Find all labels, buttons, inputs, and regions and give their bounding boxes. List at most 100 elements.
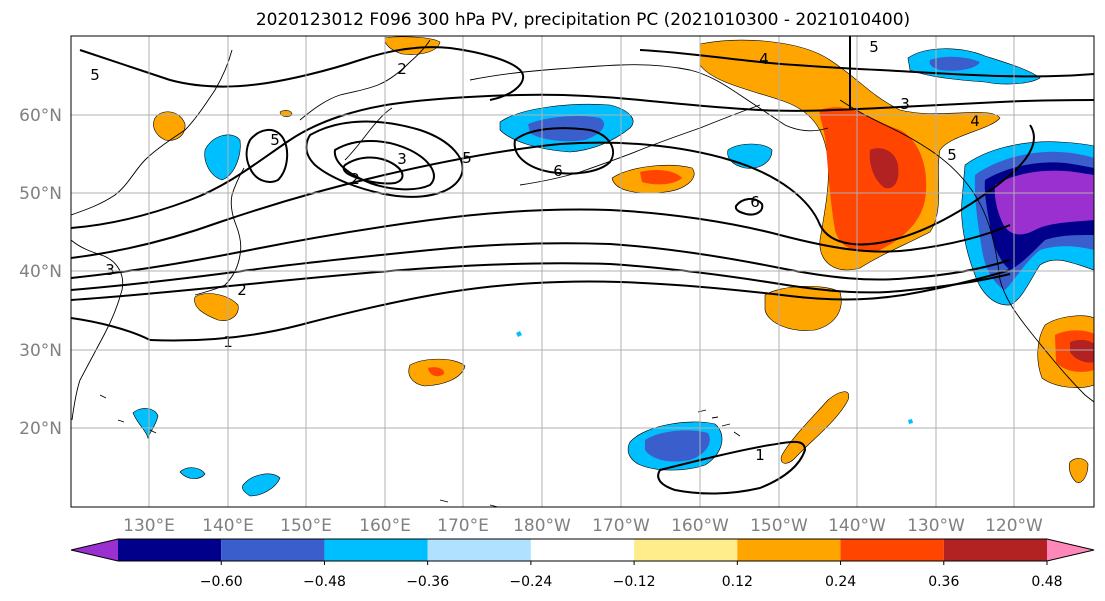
colorbar-segment	[324, 539, 428, 561]
precip-negative-core	[645, 430, 710, 462]
contour-label: 3	[397, 150, 407, 168]
colorbar-ticks: −0.60 −0.48 −0.36 −0.24 −0.12 0.12 0.24 0.36 0.4…	[200, 561, 1063, 590]
precip-positive-region	[153, 111, 186, 141]
contour-label: 5	[947, 146, 957, 164]
coastline-north-america	[839, 99, 1094, 403]
lon-label: 150°E	[280, 516, 332, 536]
pv-contour	[71, 242, 1011, 291]
coastline-kamchatka	[299, 39, 431, 161]
lat-label: 50°N	[19, 184, 62, 204]
precip-positive-region	[1068, 458, 1089, 483]
precip-positive-max	[1070, 339, 1094, 363]
precip-negative-core	[929, 56, 980, 71]
colorbar-segment	[71, 539, 118, 561]
lat-label: 20°N	[19, 419, 62, 439]
lon-label: 130°W	[907, 516, 965, 536]
colorbar-tick-label: −0.12	[613, 574, 656, 590]
colorbar-segment	[737, 539, 841, 561]
colorbar-segment	[530, 539, 635, 561]
lon-label: 170°W	[592, 516, 650, 536]
contour-label: 3	[900, 95, 910, 113]
coastline-hawaii	[697, 409, 741, 437]
pv-contours	[71, 36, 1094, 495]
pv-contour	[734, 198, 764, 216]
contour-label: 5	[90, 66, 100, 84]
pv-contour	[71, 93, 1094, 229]
pv-contour	[149, 269, 1011, 342]
colorbar-segments	[71, 539, 1094, 561]
pv-contour	[79, 46, 525, 101]
precip-negative-region	[516, 331, 522, 337]
colorbar-outline	[70, 538, 1095, 562]
pv-contour	[305, 120, 464, 198]
precip-negative-region	[908, 419, 913, 424]
lat-label: 30°N	[19, 341, 62, 361]
precip-positive-core	[428, 367, 445, 377]
map-panel: 5 2 3 5 2 5 6 6 4 5 3 4 5 3 2 1 1	[70, 35, 1095, 508]
pv-contour	[71, 208, 1011, 279]
contour-label: 6	[750, 193, 760, 211]
precip-positive-core	[819, 107, 927, 252]
precip-negative-region	[204, 134, 241, 181]
contour-label: 2	[237, 281, 247, 299]
pv-contour	[639, 49, 1094, 78]
lon-label: 120°W	[985, 516, 1043, 536]
precip-negative-max	[994, 170, 1094, 235]
contour-label: 6	[553, 162, 563, 180]
colorbar-tick-label: −0.48	[303, 574, 346, 590]
contour-label: 5	[869, 38, 879, 56]
lon-label: 170°E	[437, 516, 489, 536]
colorbar-tick-label: 0.48	[1031, 574, 1062, 590]
colorbar-tick-label: 0.12	[722, 574, 753, 590]
precip-negative-region	[179, 467, 206, 479]
lon-label: 150°W	[750, 516, 808, 536]
colorbar-segment	[221, 539, 325, 561]
pv-contour	[71, 124, 1035, 259]
pv-contour	[513, 127, 615, 175]
pv-contour	[342, 156, 404, 185]
pv-contour	[71, 262, 1011, 301]
lat-labels: 60°N 50°N 40°N 30°N 20°N	[19, 106, 62, 439]
pv-contour-labels: 5 2 3 5 2 5 6 6 4 5 3 4 5 3 2 1 1	[90, 38, 980, 464]
pv-contour	[657, 440, 807, 495]
precip-positive-core	[640, 170, 682, 185]
coastline-aleutians	[519, 104, 761, 186]
colorbar-segment	[427, 539, 531, 561]
pv-contour	[333, 140, 435, 191]
lon-label: 160°E	[359, 516, 411, 536]
colorbar-segment	[634, 539, 738, 561]
figure-title: 2020123012 F096 300 hPa PV, precipitatio…	[256, 10, 910, 30]
contour-label: 3	[105, 261, 115, 279]
lon-label: 140°W	[828, 516, 886, 536]
lon-labels: 130°E 140°E 150°E 160°E 170°E 180°W 170°…	[123, 516, 1043, 536]
contour-label: 4	[970, 112, 980, 130]
contour-label: 1	[755, 446, 765, 464]
colorbar-tick-label: −0.60	[200, 574, 243, 590]
contour-label: 5	[462, 149, 472, 167]
colorbar-segment	[118, 539, 222, 561]
pv-contour	[245, 129, 289, 183]
lon-label: 130°E	[123, 516, 175, 536]
graticule	[71, 36, 1094, 507]
colorbar-tick-label: 0.24	[825, 574, 856, 590]
pv-contour	[71, 317, 151, 341]
lon-label: 180°W	[513, 516, 571, 536]
lon-label: 160°W	[671, 516, 729, 536]
precip-positive-max	[869, 148, 899, 189]
precip-positive-region	[194, 293, 239, 321]
colorbar-tick-label: −0.36	[406, 574, 449, 590]
colorbar-segment	[840, 539, 944, 561]
colorbar-tick-label: −0.24	[509, 574, 552, 590]
contour-label: 4	[759, 50, 769, 68]
contour-label: 2	[397, 60, 407, 78]
map-frame	[70, 35, 1095, 508]
precip-negative-region	[242, 473, 281, 497]
contour-label: 2	[350, 170, 360, 188]
contour-label: 5	[270, 131, 280, 149]
lat-label: 60°N	[19, 106, 62, 126]
lon-label: 140°E	[202, 516, 254, 536]
lat-label: 40°N	[19, 262, 62, 282]
colorbar-tick-label: 0.36	[928, 574, 959, 590]
coastline-pacific-islands	[99, 394, 499, 507]
